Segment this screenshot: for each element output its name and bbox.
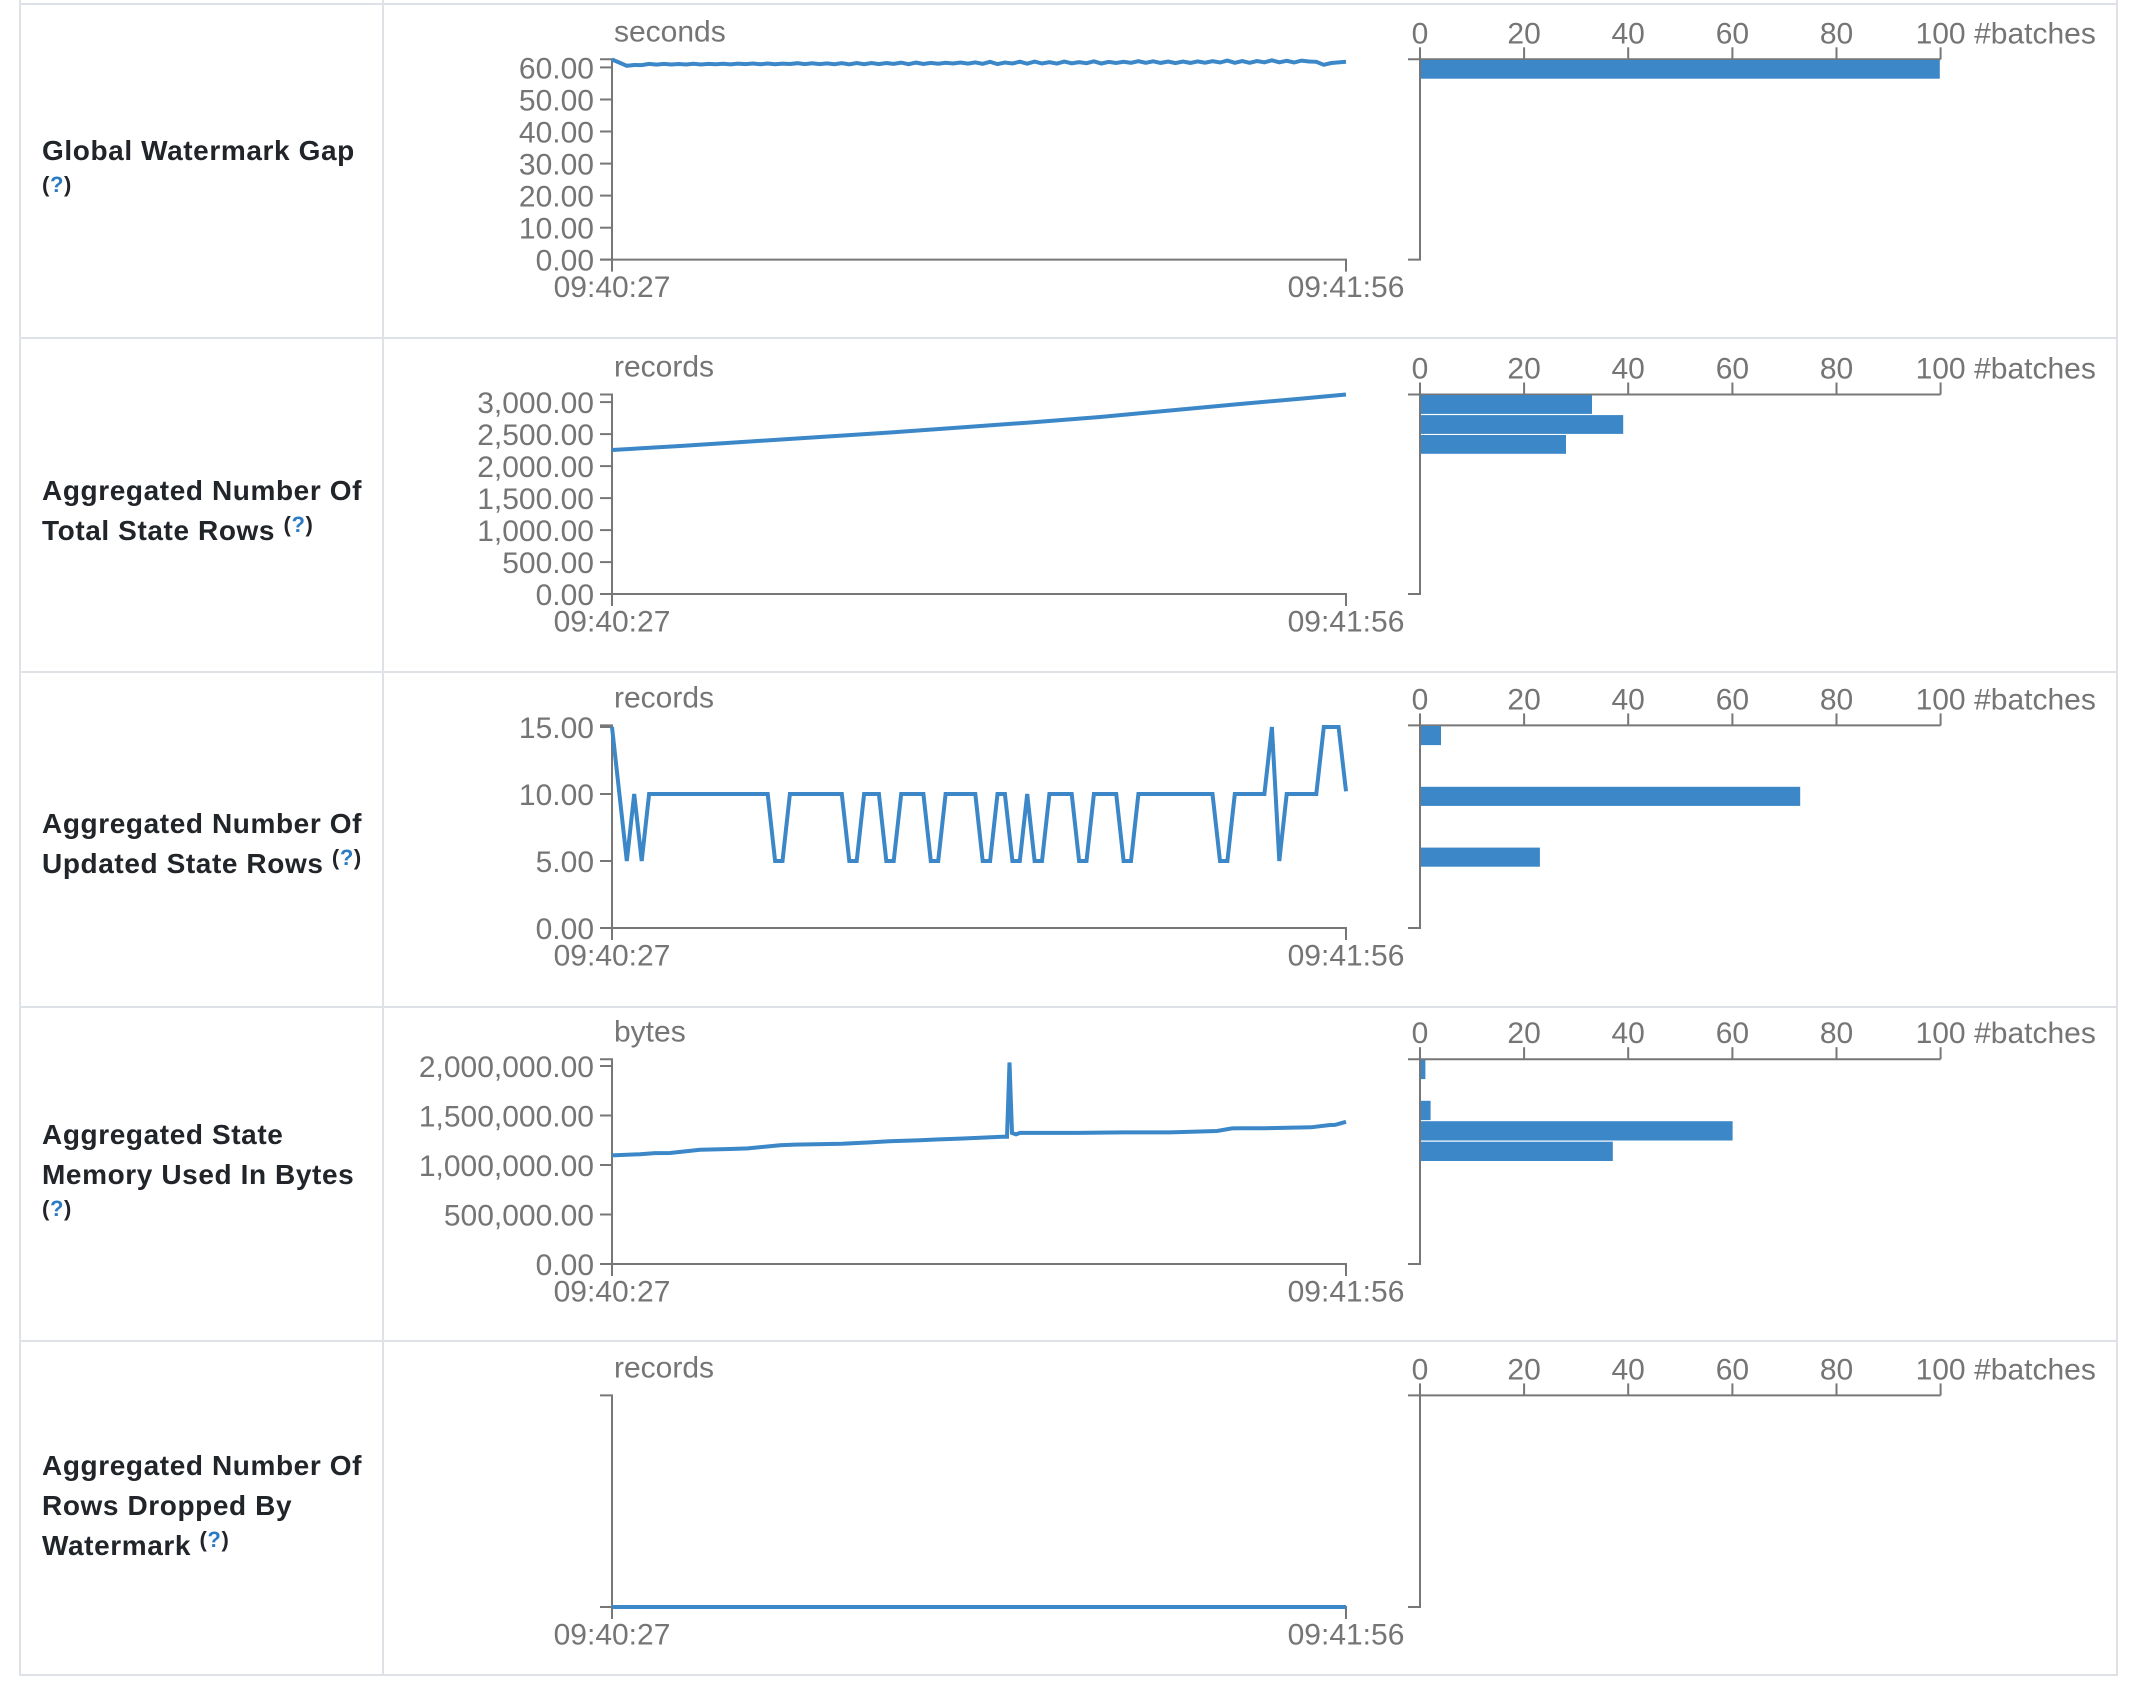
svg-text:09:40:27: 09:40:27 (554, 1619, 671, 1652)
svg-text:0.00: 0.00 (536, 913, 594, 946)
svg-text:1,000.00: 1,000.00 (477, 515, 594, 548)
svg-text:500,000.00: 500,000.00 (444, 1200, 594, 1233)
svg-text:20: 20 (1507, 17, 1540, 50)
svg-text:80: 80 (1820, 1353, 1853, 1386)
svg-text:0: 0 (1412, 17, 1429, 50)
svg-text:60: 60 (1716, 1017, 1749, 1050)
svg-text:60: 60 (1716, 353, 1749, 386)
svg-text:40: 40 (1612, 17, 1645, 50)
svg-text:20: 20 (1507, 1353, 1540, 1386)
svg-text:1,000,000.00: 1,000,000.00 (419, 1150, 594, 1183)
svg-text:60: 60 (1716, 17, 1749, 50)
svg-text:#batches: #batches (1974, 1353, 2096, 1386)
svg-text:0: 0 (1412, 1017, 1429, 1050)
svg-text:bytes: bytes (614, 1015, 686, 1048)
svg-text:0: 0 (1412, 1353, 1429, 1386)
svg-text:100: 100 (1916, 1353, 1966, 1386)
svg-text:30.00: 30.00 (519, 149, 594, 182)
svg-text:09:40:27: 09:40:27 (554, 271, 671, 304)
svg-text:3,000.00: 3,000.00 (477, 387, 594, 420)
svg-text:5.00: 5.00 (536, 846, 594, 879)
svg-text:#batches: #batches (1974, 1017, 2096, 1050)
svg-text:40: 40 (1612, 353, 1645, 386)
svg-text:100: 100 (1916, 1017, 1966, 1050)
svg-text:10.00: 10.00 (519, 779, 594, 812)
svg-text:50.00: 50.00 (519, 85, 594, 118)
svg-text:80: 80 (1820, 353, 1853, 386)
svg-text:60: 60 (1716, 683, 1749, 716)
svg-text:0.00: 0.00 (536, 245, 594, 278)
svg-text:20.00: 20.00 (519, 181, 594, 214)
svg-text:0.00: 0.00 (536, 579, 594, 612)
svg-text:09:41:56: 09:41:56 (1288, 1619, 1405, 1652)
svg-text:500.00: 500.00 (502, 547, 594, 580)
svg-text:0: 0 (1412, 353, 1429, 386)
svg-text:09:40:27: 09:40:27 (554, 606, 671, 639)
svg-text:09:41:56: 09:41:56 (1288, 271, 1405, 304)
svg-text:09:41:56: 09:41:56 (1288, 606, 1405, 639)
svg-text:09:41:56: 09:41:56 (1288, 1276, 1405, 1309)
svg-text:2,500.00: 2,500.00 (477, 419, 594, 452)
svg-text:80: 80 (1820, 683, 1853, 716)
svg-text:0.00: 0.00 (536, 1249, 594, 1282)
svg-text:40: 40 (1612, 683, 1645, 716)
svg-text:09:41:56: 09:41:56 (1288, 940, 1405, 973)
svg-text:80: 80 (1820, 1017, 1853, 1050)
svg-text:2,000,000.00: 2,000,000.00 (419, 1051, 594, 1084)
svg-text:100: 100 (1916, 353, 1966, 386)
svg-text:09:40:27: 09:40:27 (554, 1276, 671, 1309)
svg-text:1,500,000.00: 1,500,000.00 (419, 1101, 594, 1134)
svg-text:0: 0 (1412, 683, 1429, 716)
svg-text:80: 80 (1820, 17, 1853, 50)
svg-text:40.00: 40.00 (519, 117, 594, 150)
svg-text:60: 60 (1716, 1353, 1749, 1386)
svg-text:records: records (614, 682, 714, 715)
svg-text:#batches: #batches (1974, 683, 2096, 716)
svg-text:15.00: 15.00 (519, 712, 594, 745)
svg-text:seconds: seconds (614, 16, 726, 49)
svg-text:40: 40 (1612, 1353, 1645, 1386)
svg-text:10.00: 10.00 (519, 213, 594, 246)
svg-text:2,000.00: 2,000.00 (477, 451, 594, 484)
svg-text:60.00: 60.00 (519, 52, 594, 85)
svg-text:20: 20 (1507, 683, 1540, 716)
svg-text:records: records (614, 1352, 714, 1385)
svg-text:20: 20 (1507, 1017, 1540, 1050)
svg-text:100: 100 (1916, 683, 1966, 716)
svg-text:100: 100 (1916, 17, 1966, 50)
svg-text:40: 40 (1612, 1017, 1645, 1050)
svg-text:1,500.00: 1,500.00 (477, 483, 594, 516)
svg-text:#batches: #batches (1974, 17, 2096, 50)
svg-text:20: 20 (1507, 353, 1540, 386)
svg-text:09:40:27: 09:40:27 (554, 940, 671, 973)
svg-text:records: records (614, 351, 714, 384)
svg-text:#batches: #batches (1974, 353, 2096, 386)
